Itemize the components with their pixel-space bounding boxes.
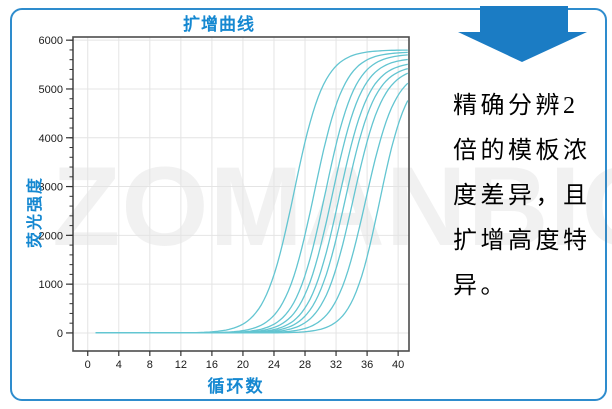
- caption-line: 扩增高度特: [453, 228, 591, 254]
- svg-text:3000: 3000: [39, 182, 63, 194]
- curve-9: [95, 100, 409, 334]
- down-arrow-icon: [450, 6, 595, 68]
- y-axis-label: 荧光强度: [27, 176, 44, 249]
- svg-text:5000: 5000: [39, 84, 63, 96]
- curve-6: [95, 67, 408, 334]
- curve-5: [95, 63, 408, 334]
- caption-line: 倍的模板浓: [453, 138, 591, 164]
- svg-text:1000: 1000: [39, 279, 63, 291]
- svg-text:28: 28: [299, 359, 311, 371]
- svg-text:24: 24: [268, 359, 280, 371]
- svg-text:4000: 4000: [39, 133, 63, 145]
- svg-text:0: 0: [57, 328, 63, 340]
- caption-line: 度差异，且: [453, 183, 591, 209]
- svg-text:8: 8: [147, 359, 153, 371]
- caption-line: 异。: [453, 273, 508, 299]
- caption-text: 精确分辨2 倍的模板浓 度差异，且 扩增高度特 异。: [453, 84, 589, 309]
- x-axis-label: 循环数: [207, 377, 265, 396]
- svg-text:36: 36: [361, 359, 373, 371]
- svg-text:32: 32: [330, 359, 342, 371]
- svg-text:0: 0: [85, 359, 91, 371]
- curve-3: [95, 54, 408, 334]
- chart-title: 扩增曲线: [183, 15, 255, 34]
- svg-text:16: 16: [206, 359, 218, 371]
- curve-4: [95, 58, 408, 334]
- svg-text:20: 20: [237, 359, 249, 371]
- svg-text:12: 12: [175, 359, 187, 371]
- down-arrow-shape: [458, 6, 587, 62]
- svg-text:6000: 6000: [39, 35, 63, 47]
- curve-8: [95, 82, 409, 334]
- svg-text:40: 40: [392, 359, 404, 371]
- curve-2: [95, 51, 408, 334]
- caption-line: 精确分辨2: [453, 93, 579, 119]
- svg-text:2000: 2000: [39, 230, 63, 242]
- figure-border: [10, 8, 607, 401]
- svg-text:4: 4: [116, 359, 122, 371]
